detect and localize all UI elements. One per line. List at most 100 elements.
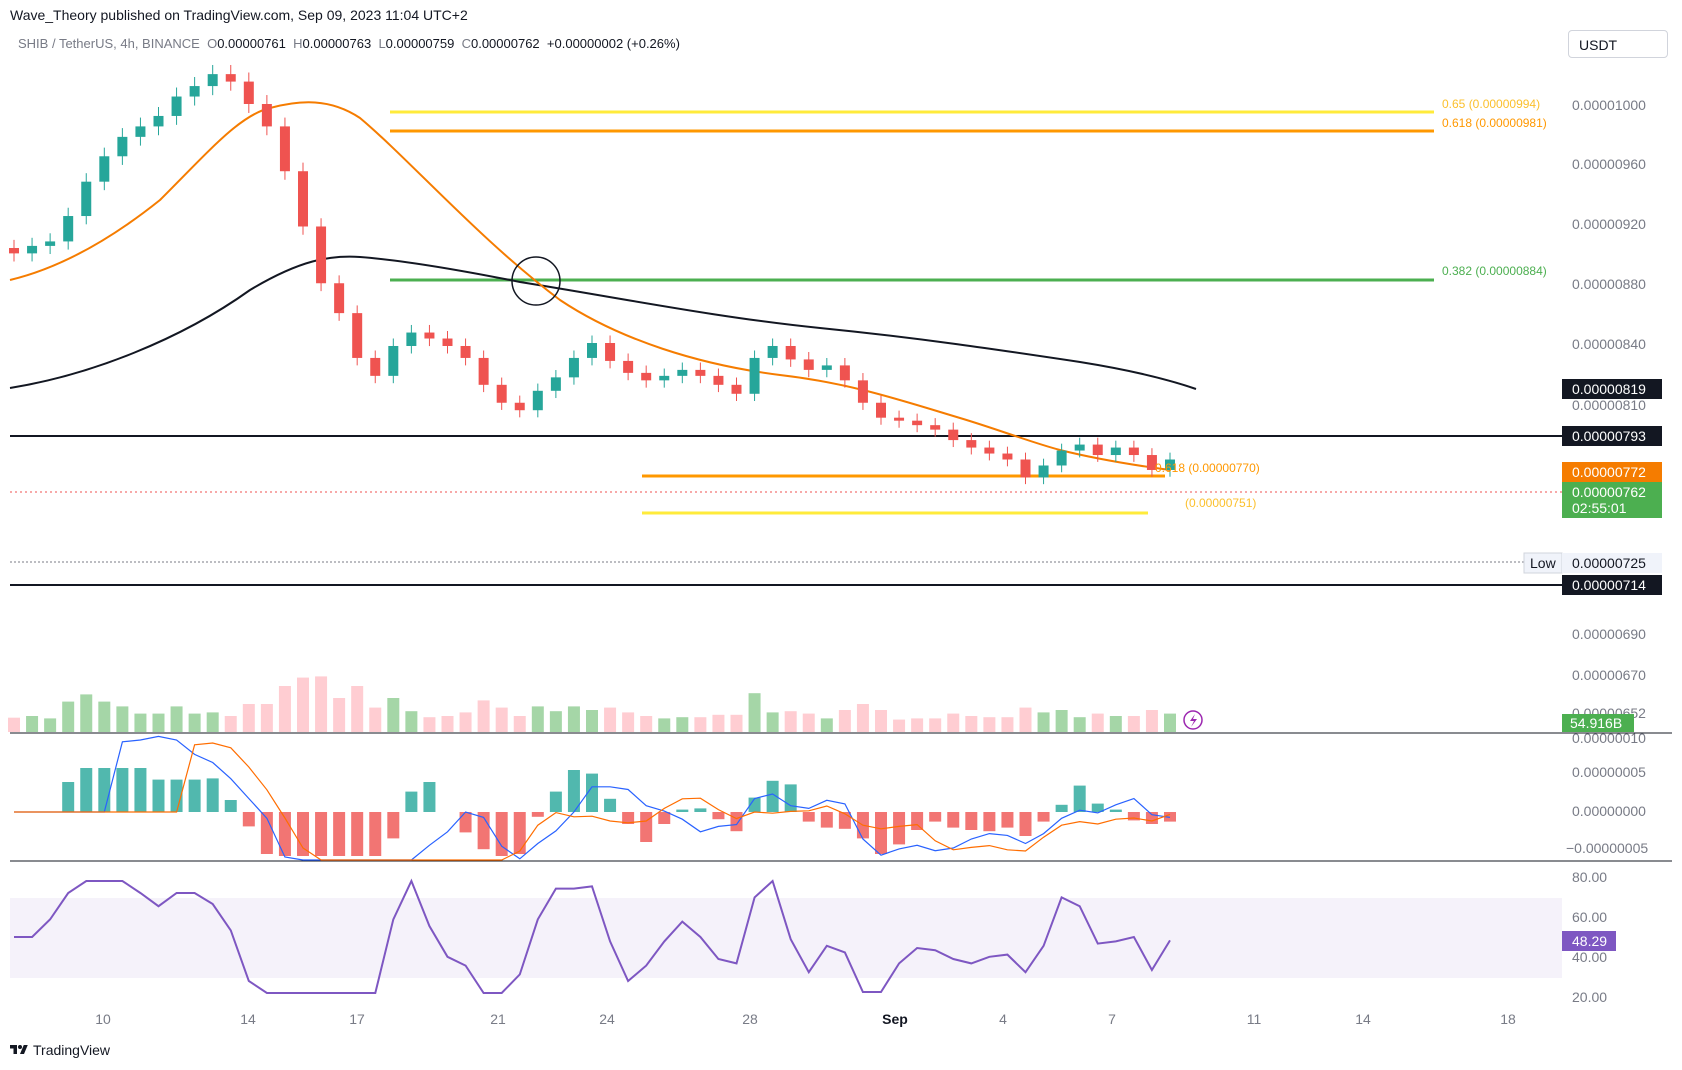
candle-body	[261, 104, 272, 127]
volume-bar	[98, 701, 111, 732]
crossover-circle	[511, 256, 561, 306]
macd-bar	[929, 812, 942, 822]
candle-body	[460, 345, 471, 358]
volume-bar	[549, 711, 562, 732]
candle-body	[1128, 447, 1139, 456]
macd-bar	[1127, 812, 1140, 821]
candle-body	[496, 384, 507, 403]
level714-price-text: 0.00000714	[1572, 577, 1646, 593]
tradingview-logo-icon	[10, 1045, 28, 1054]
macd-bar	[1019, 812, 1032, 836]
volume-bar	[369, 707, 382, 732]
macd-tick: 0.00000000	[1572, 803, 1646, 819]
macd-bar	[820, 812, 833, 828]
rsi-tick: 60.00	[1572, 909, 1607, 925]
macd-bar	[766, 780, 779, 812]
macd-bar	[206, 778, 219, 812]
candle-body	[1002, 453, 1013, 460]
volume-bar	[640, 716, 653, 732]
volume-bar	[441, 716, 454, 732]
low-price-tag	[1562, 553, 1662, 573]
macd-line	[14, 735, 1171, 861]
macd-bar	[893, 812, 906, 845]
candle-body	[803, 359, 814, 370]
macd-bar	[802, 812, 815, 822]
open-label: O	[207, 36, 218, 51]
candle-body	[731, 384, 742, 394]
macd-bar	[549, 791, 562, 812]
candles-series	[9, 64, 1175, 485]
candle-body	[171, 96, 182, 116]
symbol-name[interactable]: SHIB / TetherUS, 4h, BINANCE	[18, 36, 200, 51]
macd-bar	[622, 812, 635, 824]
rsi-line	[14, 878, 1171, 994]
volume-bar	[748, 693, 761, 732]
last-price-tag	[1562, 482, 1662, 518]
volume-bar	[1019, 707, 1032, 732]
macd-bar	[1055, 804, 1068, 812]
candle-body	[424, 332, 435, 339]
volume-bar	[929, 718, 942, 732]
low-label: L	[378, 36, 386, 51]
rsi-band	[10, 898, 1562, 978]
fib-label-0382: 0.382 (0.00000884)	[1442, 264, 1547, 278]
macd-bar	[875, 812, 887, 854]
volume-bar	[260, 704, 273, 732]
volume-bar	[170, 706, 183, 732]
candle-body	[550, 377, 561, 391]
macd-bar	[1109, 809, 1122, 812]
volume-bar	[531, 706, 544, 732]
low-value: 0.00000759	[385, 36, 455, 51]
candle-body	[27, 245, 38, 254]
macd-bar	[134, 768, 147, 812]
macd-bar	[423, 782, 436, 812]
ema50-price-text: 0.00000772	[1572, 464, 1646, 480]
time-tick: 10	[95, 1011, 111, 1027]
macd-bar	[152, 779, 165, 812]
macd-bar	[1145, 812, 1158, 824]
candle-body	[1020, 459, 1031, 478]
macd-bar	[838, 812, 851, 829]
high-label: H	[293, 36, 303, 51]
candle-body	[659, 375, 670, 381]
price-axis: 0.00001000 0.00000960 0.00000920 0.00000…	[1572, 97, 1646, 721]
price-tick: 0.00000840	[1572, 336, 1646, 352]
volume-bar	[116, 706, 129, 732]
macd-histogram	[62, 768, 1176, 856]
macd-tick: 0.00000005	[1572, 764, 1646, 780]
macd-bar	[640, 812, 653, 842]
price-tick: 0.00000810	[1572, 397, 1646, 413]
rsi-tick: 80.00	[1572, 869, 1607, 885]
macd-bar	[604, 798, 617, 812]
volume-value-tag	[1562, 714, 1634, 732]
candle-body	[298, 171, 308, 227]
ema50-line	[9, 101, 1171, 471]
symbol-legend[interactable]: SHIB / TetherUS, 4h, BINANCE O0.00000761…	[18, 36, 680, 51]
volume-bar	[315, 676, 328, 732]
candle-body	[99, 156, 110, 182]
macd-bar	[947, 812, 960, 828]
volume-bar	[224, 716, 237, 732]
candle-body	[406, 332, 417, 346]
candle-body	[135, 126, 146, 137]
macd-bar	[586, 773, 598, 812]
volume-bar	[784, 711, 797, 732]
volume-bar	[26, 716, 39, 732]
macd-bar	[567, 770, 580, 812]
currency-selector[interactable]: USDT	[1568, 30, 1668, 58]
macd-bar	[712, 812, 725, 820]
countdown-text: 02:55:01	[1572, 500, 1627, 516]
lightning-icon[interactable]	[1183, 710, 1203, 730]
volume-bar	[1037, 712, 1050, 732]
macd-bar	[694, 808, 707, 812]
macd-bar	[351, 812, 364, 856]
volume-bar	[134, 713, 147, 732]
candle-body	[316, 226, 327, 284]
low-tag-text: Low	[1530, 555, 1557, 571]
macd-bar	[658, 812, 671, 824]
macd-bar	[62, 782, 75, 812]
candle-body	[279, 126, 290, 172]
macd-bar	[242, 812, 255, 827]
candle-body	[117, 136, 128, 157]
